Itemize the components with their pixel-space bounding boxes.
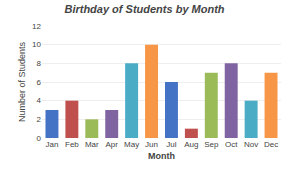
svg-text:12: 12 [32,22,41,31]
svg-text:2: 2 [37,115,42,124]
svg-text:10: 10 [32,40,41,49]
svg-text:Month: Month [148,151,175,161]
svg-text:Birthday of Students by Month: Birthday of Students by Month [64,3,224,15]
svg-text:8: 8 [37,59,42,68]
svg-text:Nov: Nov [244,140,258,149]
svg-text:Jun: Jun [145,140,158,149]
svg-text:Sep: Sep [204,140,219,149]
svg-text:Aug: Aug [184,140,198,149]
svg-text:Number of Students: Number of Students [17,41,27,122]
svg-text:Jul: Jul [166,140,176,149]
svg-text:May: May [124,140,139,149]
svg-text:Mar: Mar [85,140,99,149]
svg-text:Oct: Oct [225,140,238,149]
svg-text:Feb: Feb [65,140,79,149]
svg-text:Dec: Dec [264,140,278,149]
svg-text:0: 0 [37,134,42,143]
svg-text:4: 4 [37,96,42,105]
svg-text:6: 6 [37,78,42,87]
svg-text:Jan: Jan [46,140,59,149]
svg-text:Apr: Apr [105,140,118,149]
